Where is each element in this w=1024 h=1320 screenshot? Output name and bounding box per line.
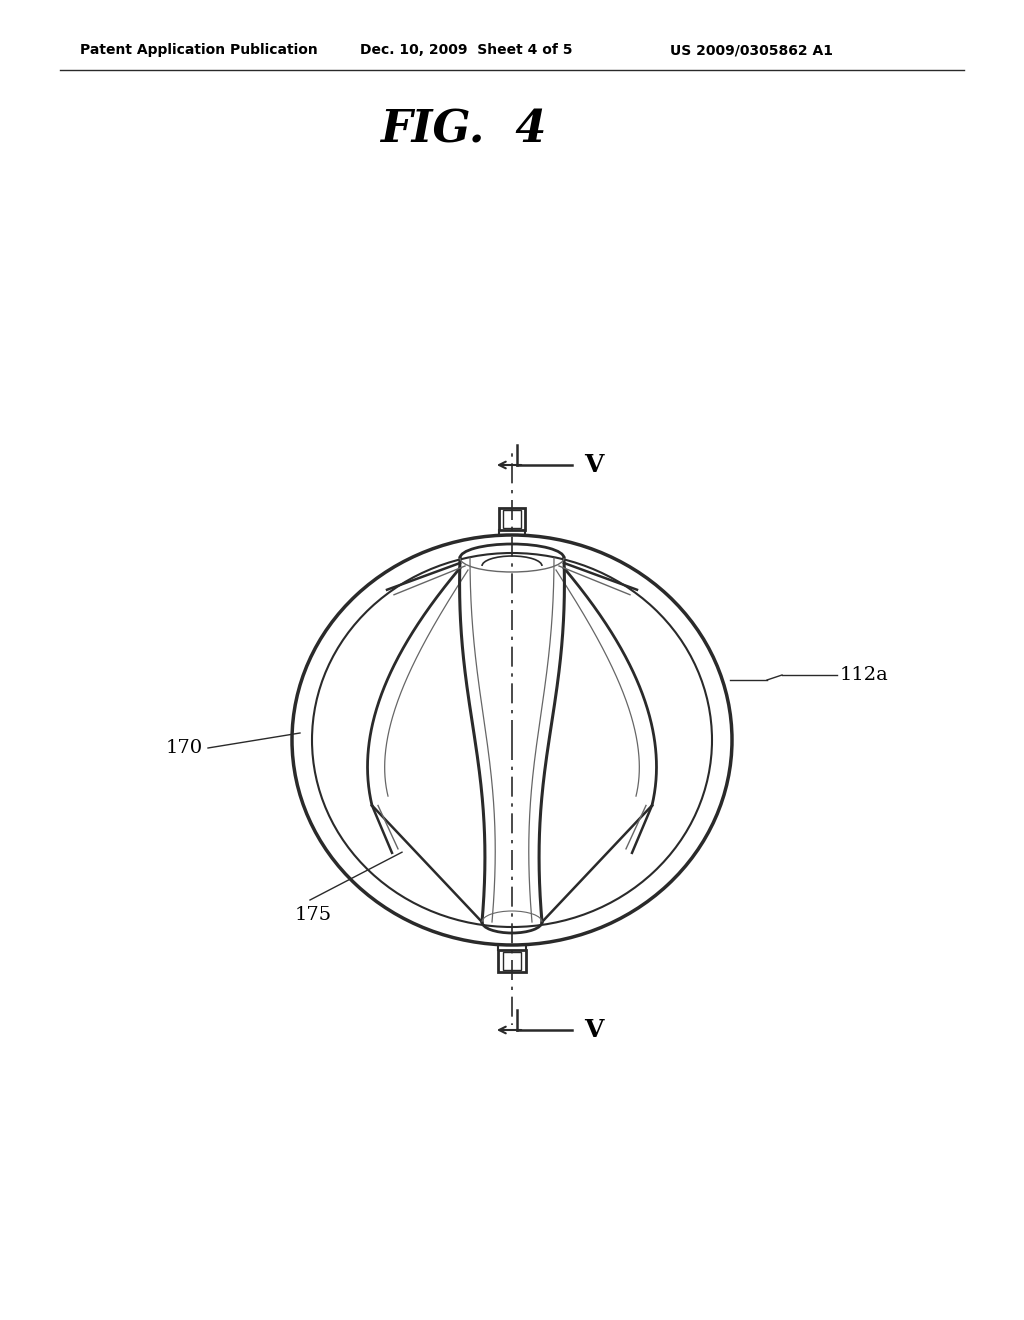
Text: FIG.  4: FIG. 4 (380, 108, 547, 152)
Text: V: V (584, 453, 603, 477)
Text: US 2009/0305862 A1: US 2009/0305862 A1 (670, 44, 833, 57)
Bar (499, 508, 525, 531)
Text: Patent Application Publication: Patent Application Publication (80, 44, 317, 57)
Text: 170: 170 (166, 739, 203, 756)
Bar (503, 510, 521, 528)
Text: V: V (584, 1018, 603, 1041)
Text: 175: 175 (295, 906, 332, 924)
Bar (498, 950, 526, 972)
Bar (503, 952, 521, 970)
Text: 112a: 112a (840, 667, 889, 684)
Text: Dec. 10, 2009  Sheet 4 of 5: Dec. 10, 2009 Sheet 4 of 5 (360, 44, 572, 57)
